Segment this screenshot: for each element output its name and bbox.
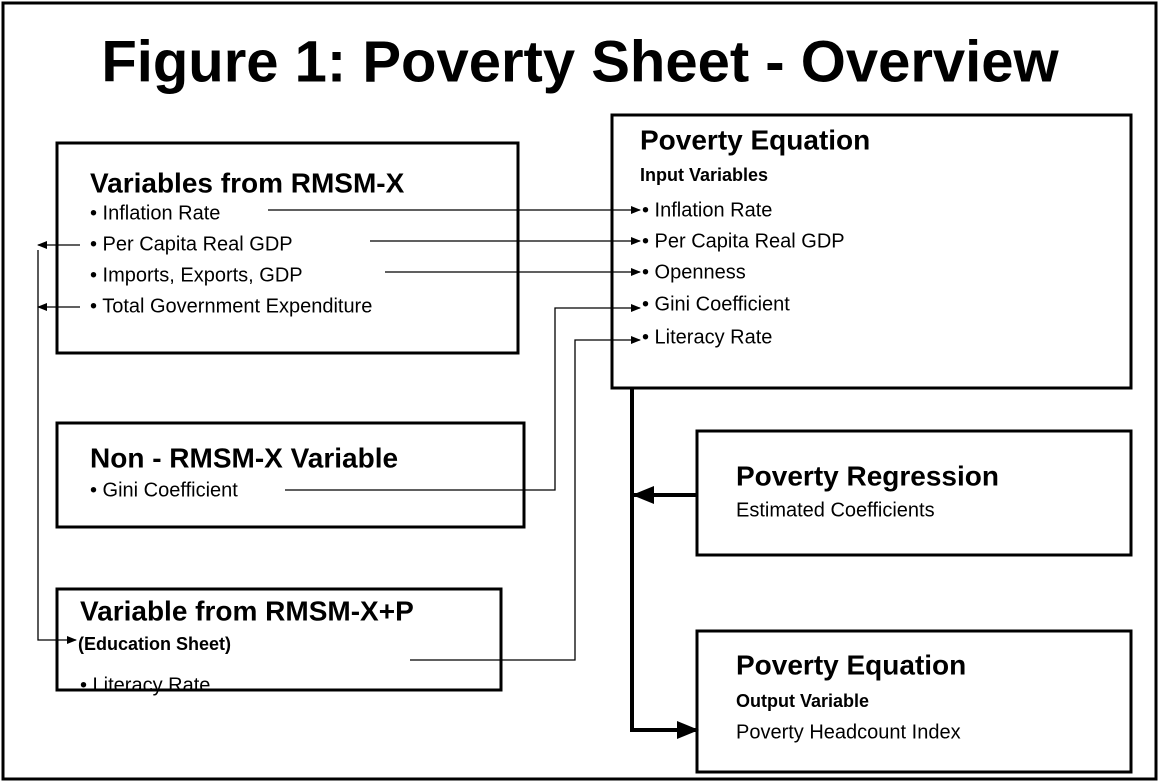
arrow [410, 336, 641, 661]
box-title: Poverty Regression [736, 460, 999, 491]
item: • Imports, Exports, GDP [90, 264, 303, 286]
arrow [285, 304, 641, 491]
item: • Inflation Rate [642, 199, 772, 221]
item: Poverty Headcount Index [736, 721, 961, 743]
box-subtitle: (Education Sheet) [78, 634, 231, 654]
arrow [37, 250, 77, 644]
box-subtitle: Input Variables [640, 165, 768, 185]
box [695, 629, 1133, 774]
box-title: Non - RMSM-X Variable [90, 442, 398, 473]
item: • Literacy Rate [80, 674, 210, 696]
item: • Per Capita Real GDP [90, 233, 293, 255]
box-title: Poverty Equation [736, 649, 966, 680]
box-subtitle: Estimated Coefficients [736, 499, 935, 521]
box [55, 141, 520, 355]
title: Figure 1: Poverty Sheet - Overview [101, 29, 1059, 94]
item: • Inflation Rate [90, 202, 220, 224]
item: • Gini Coefficient [90, 479, 238, 501]
item: • Openness [642, 261, 746, 283]
item: • Literacy Rate [642, 326, 772, 348]
box-title: Poverty Equation [640, 124, 870, 155]
item: • Gini Coefficient [642, 293, 790, 315]
item: • Total Government Expenditure [90, 295, 372, 317]
item: • Per Capita Real GDP [642, 230, 845, 252]
box [55, 421, 526, 529]
box-title: Variable from RMSM-X+P [80, 595, 414, 626]
box-subtitle: Output Variable [736, 691, 869, 711]
box [695, 429, 1133, 557]
box [55, 587, 503, 692]
box [610, 113, 1133, 390]
box-title: Variables from RMSM-X [90, 167, 405, 198]
